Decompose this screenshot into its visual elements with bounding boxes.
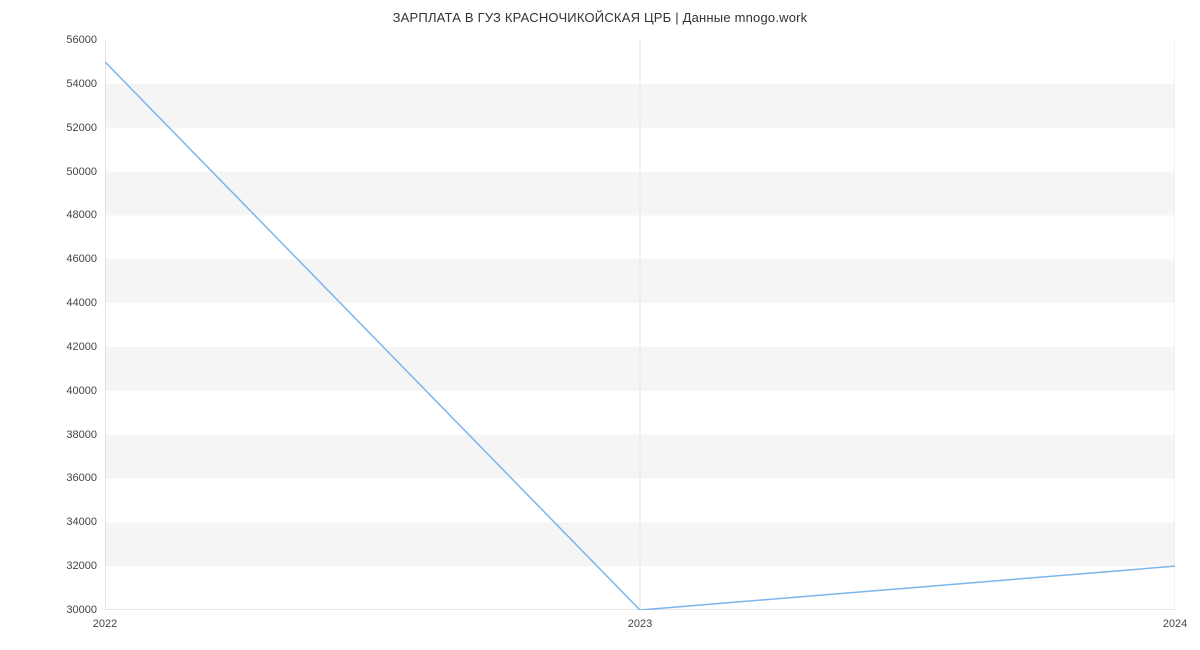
chart-title: ЗАРПЛАТА В ГУЗ КРАСНОЧИКОЙСКАЯ ЦРБ | Дан… [0, 0, 1200, 25]
y-tick-label: 52000 [55, 122, 97, 134]
y-tick-label: 32000 [55, 560, 97, 572]
x-tick-label: 2022 [93, 618, 117, 630]
plot-area [105, 40, 1175, 610]
y-tick-label: 36000 [55, 472, 97, 484]
y-tick-label: 56000 [55, 34, 97, 46]
y-tick-label: 40000 [55, 385, 97, 397]
y-tick-label: 46000 [55, 253, 97, 265]
x-tick-label: 2023 [628, 618, 652, 630]
salary-line-chart: ЗАРПЛАТА В ГУЗ КРАСНОЧИКОЙСКАЯ ЦРБ | Дан… [0, 0, 1200, 650]
y-tick-label: 50000 [55, 166, 97, 178]
y-tick-label: 54000 [55, 78, 97, 90]
y-tick-label: 30000 [55, 604, 97, 616]
y-tick-label: 34000 [55, 516, 97, 528]
chart-svg [105, 40, 1175, 610]
y-tick-label: 42000 [55, 341, 97, 353]
x-tick-label: 2024 [1163, 618, 1187, 630]
y-tick-label: 38000 [55, 429, 97, 441]
y-tick-label: 44000 [55, 297, 97, 309]
y-tick-label: 48000 [55, 209, 97, 221]
